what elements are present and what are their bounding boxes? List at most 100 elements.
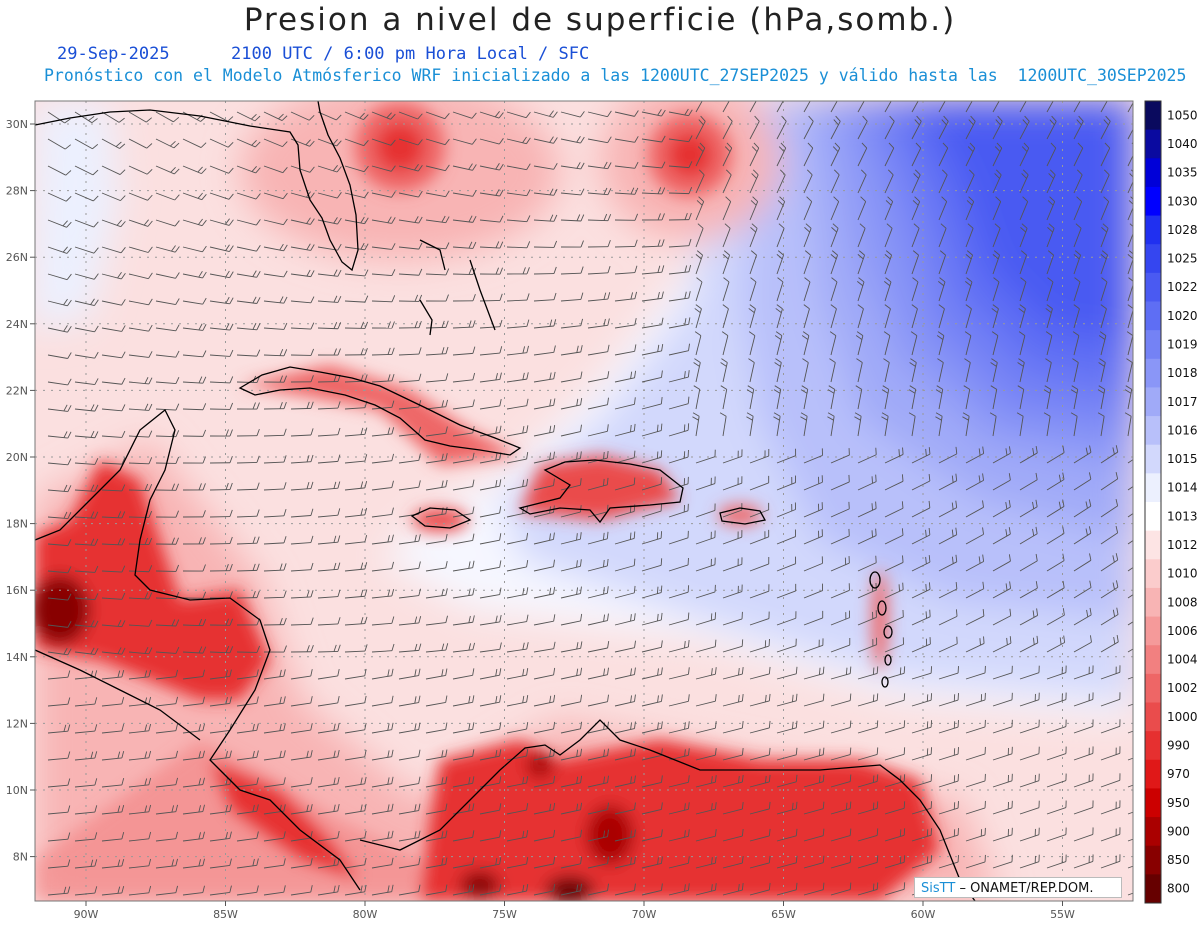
wind-barb	[236, 296, 261, 304]
wind-barb	[236, 219, 261, 226]
wind-barb	[47, 458, 72, 466]
wind-barb	[371, 561, 394, 572]
wind-barb	[344, 884, 367, 896]
wind-barb	[317, 589, 341, 599]
wind-barb	[776, 502, 796, 518]
wind-barb	[533, 345, 556, 356]
colorbar-swatch	[1145, 788, 1161, 818]
wind-barb	[263, 243, 288, 252]
wind-barb	[371, 347, 395, 356]
wind-barb	[263, 645, 287, 653]
wind-barb	[74, 484, 99, 492]
wind-barb	[857, 610, 877, 626]
wind-barb	[236, 831, 259, 842]
wind-barb	[506, 830, 529, 842]
wind-barb	[1127, 512, 1133, 518]
wind-barb	[506, 345, 530, 356]
wind-barb	[749, 882, 771, 896]
wind-barb	[668, 476, 689, 491]
wind-barb	[1019, 472, 1038, 491]
wind-barb	[101, 805, 125, 815]
wind-barb	[776, 828, 798, 842]
wind-barb	[209, 111, 234, 122]
wind-barb	[344, 562, 368, 572]
wind-barb	[1046, 608, 1065, 626]
wind-barb	[776, 747, 798, 761]
wind-barb	[317, 749, 340, 761]
wind-barb	[935, 412, 943, 437]
wind-barb	[1019, 581, 1038, 599]
colorbar-swatch	[1145, 301, 1161, 331]
wind-barb	[74, 219, 99, 228]
wind-barb	[317, 165, 342, 173]
wind-barb	[209, 536, 233, 545]
wind-barb	[965, 169, 975, 194]
wind-barb	[425, 588, 448, 599]
wind-barb	[290, 296, 315, 304]
wind-barb	[587, 136, 612, 144]
wind-barb	[695, 101, 703, 113]
wind-barb	[290, 750, 313, 761]
wind-barb	[965, 636, 985, 653]
wind-barb	[263, 885, 286, 896]
wind-barb	[155, 858, 179, 869]
wind-barb	[398, 373, 422, 383]
wind-barb	[47, 138, 71, 150]
wind-barb	[1100, 471, 1119, 491]
wind-barb	[290, 562, 314, 572]
wind-barb	[884, 882, 906, 896]
wind-barb	[884, 666, 906, 680]
wind-barb	[128, 298, 153, 306]
wind-barb	[47, 192, 72, 202]
wind-barb	[236, 138, 261, 148]
wind-barb	[182, 669, 205, 680]
wind-barb	[668, 883, 690, 896]
wind-barb	[128, 457, 153, 465]
wind-barb	[101, 886, 125, 896]
wind-barb	[47, 111, 71, 124]
wind-barb	[749, 115, 760, 140]
wind-barb	[1046, 169, 1056, 194]
wind-barb	[479, 803, 502, 815]
wind-barb	[371, 427, 395, 437]
lon-tick-label: 75W	[492, 908, 517, 921]
credit-box: SisTT – ONAMET/REP.DOM.	[914, 877, 1122, 898]
wind-barb	[398, 347, 422, 356]
wind-barb	[317, 269, 342, 277]
wind-barb	[749, 142, 760, 167]
wind-barb	[209, 618, 234, 626]
wind-barb	[937, 358, 944, 383]
wind-barb	[668, 639, 690, 653]
wind-barb	[884, 747, 906, 761]
wind-barb	[1073, 827, 1094, 842]
wind-barb	[182, 723, 205, 734]
wind-barb	[614, 775, 636, 788]
wind-barb	[614, 829, 636, 842]
wind-barb	[236, 590, 260, 599]
wind-barb	[693, 358, 701, 383]
wind-barb	[749, 747, 771, 761]
wind-barb	[776, 169, 786, 194]
wind-barb	[749, 666, 771, 680]
wind-barb	[236, 111, 261, 122]
wind-barb	[47, 751, 71, 761]
wind-barb	[911, 855, 933, 869]
wind-barb	[803, 747, 825, 761]
wind-barb	[722, 503, 743, 518]
wind-barb	[803, 448, 823, 464]
wind-barb	[560, 424, 582, 437]
wind-barb	[479, 857, 502, 869]
wind-barb	[641, 450, 663, 464]
wind-barb	[236, 777, 259, 788]
wind-barb	[155, 111, 180, 123]
wind-barb	[560, 829, 583, 842]
wind-barb	[749, 196, 759, 221]
wind-barb	[452, 830, 475, 842]
wind-barb	[1046, 499, 1065, 518]
wind-barb	[884, 609, 904, 626]
wind-barb	[101, 724, 125, 734]
wind-barb	[344, 749, 367, 761]
wind-barb	[479, 668, 502, 680]
wind-barb	[1043, 385, 1052, 410]
wind-barb	[506, 695, 529, 707]
